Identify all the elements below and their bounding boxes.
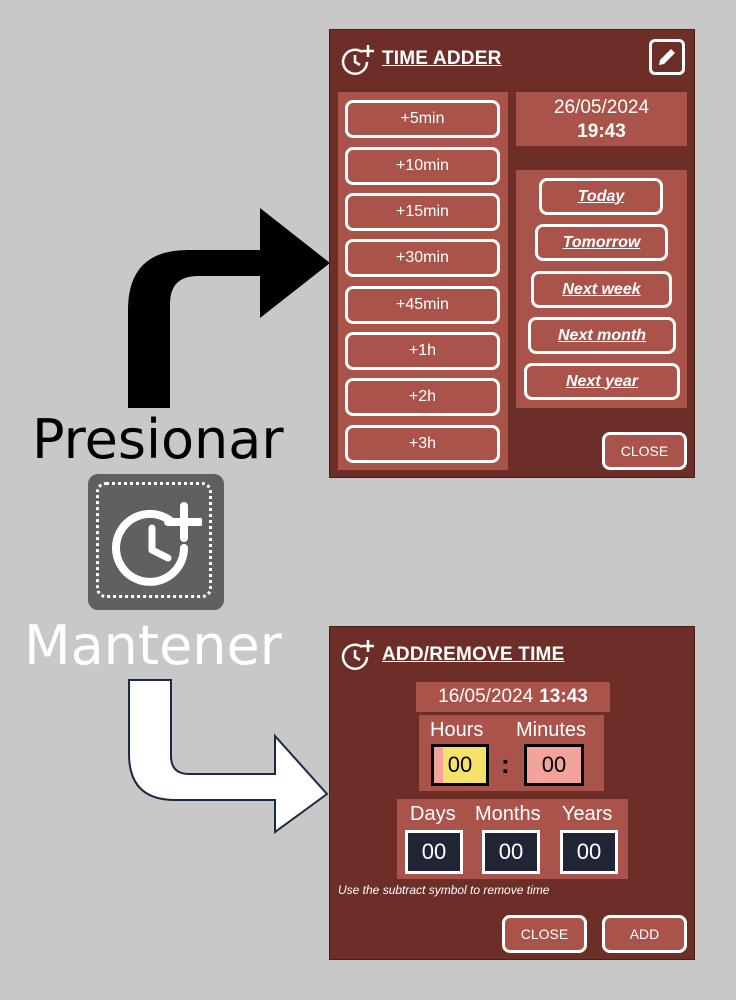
minutes-input[interactable]: 00 [524,744,584,786]
hours-label: Hours [430,719,484,741]
increment-button[interactable]: +1h [345,332,500,370]
years-label: Years [562,803,613,825]
clock-plus-icon [341,640,374,670]
increment-button[interactable]: +3h [345,425,500,463]
increment-button[interactable]: +5min [345,100,500,138]
time-separator: : [501,749,510,779]
black-arrow-icon [128,208,330,408]
white-arrow-icon [128,679,329,834]
add-button[interactable]: ADD [602,915,687,953]
increment-button[interactable]: +2h [345,378,500,416]
clock-plus-icon [112,502,202,586]
edit-pencil-icon [659,49,675,65]
years-input[interactable]: 00 [560,830,618,874]
days-label: Days [410,803,456,825]
current-date: 26/05/2024 [553,97,650,118]
hours-input[interactable]: 00 [431,744,489,786]
quick-date-button[interactable]: Next month [528,317,676,354]
quick-date-button[interactable]: Next year [524,363,680,400]
current-date: 16/05/2024 [438,686,534,707]
close-button[interactable]: CLOSE [602,432,687,470]
clock-plus-icon [341,45,374,75]
increment-button[interactable]: +10min [345,147,500,185]
press-label: Presionar [32,408,284,471]
app-launcher-icon[interactable] [88,474,224,610]
hint-text: Use the subtract symbol to remove time [338,883,550,897]
months-input[interactable]: 00 [482,830,540,874]
time-adder-dialog: TIME ADDER +5min +10min +15min +30min +4… [330,30,694,477]
add-remove-title: ADD/REMOVE TIME [382,644,565,665]
minutes-label: Minutes [516,719,587,741]
quick-date-button[interactable]: Next week [531,271,672,308]
current-datetime: 26/05/2024 19:43 [516,92,687,146]
increment-button[interactable]: +30min [345,239,500,277]
add-remove-time-dialog: ADD/REMOVE TIME 16/05/2024 13:43 Hours M… [330,627,694,959]
months-label: Months [475,803,541,825]
current-time: 13:43 [539,686,588,707]
current-datetime: 16/05/2024 13:43 [416,682,610,712]
increment-button[interactable]: +15min [345,193,500,231]
close-button[interactable]: CLOSE [502,915,587,953]
time-adder-title: TIME ADDER [382,48,502,69]
increment-button[interactable]: +45min [345,286,500,324]
hold-label: Mantener [24,614,282,677]
quick-date-button[interactable]: Tomorrow [535,224,668,261]
edit-button[interactable] [649,39,685,75]
quick-date-button[interactable]: Today [539,178,663,215]
current-time: 19:43 [577,121,626,142]
days-input[interactable]: 00 [405,830,463,874]
